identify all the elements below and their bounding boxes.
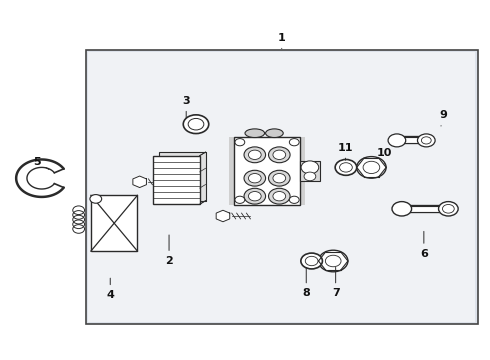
Circle shape — [244, 147, 266, 163]
Bar — [86, 50, 478, 324]
Circle shape — [301, 253, 322, 269]
Circle shape — [325, 255, 341, 267]
Circle shape — [357, 157, 386, 178]
Bar — [300, 161, 320, 181]
Text: 11: 11 — [338, 143, 353, 160]
Circle shape — [235, 196, 245, 203]
Circle shape — [248, 192, 261, 201]
Circle shape — [388, 134, 406, 147]
Circle shape — [442, 204, 454, 213]
Text: 8: 8 — [302, 267, 310, 298]
Circle shape — [335, 159, 357, 175]
Circle shape — [269, 170, 290, 186]
Bar — [159, 152, 206, 201]
Circle shape — [290, 139, 299, 146]
Circle shape — [305, 256, 318, 266]
Circle shape — [290, 196, 299, 203]
Text: 9: 9 — [440, 110, 447, 126]
Bar — [234, 137, 300, 205]
Circle shape — [304, 172, 316, 181]
Bar — [153, 156, 200, 204]
Circle shape — [318, 250, 348, 272]
Circle shape — [269, 188, 290, 204]
Circle shape — [248, 150, 261, 159]
Circle shape — [301, 161, 319, 174]
Circle shape — [363, 161, 380, 174]
Ellipse shape — [245, 129, 265, 138]
Circle shape — [273, 150, 286, 159]
Polygon shape — [133, 176, 147, 188]
Circle shape — [269, 147, 290, 163]
Circle shape — [183, 115, 209, 134]
Text: 7: 7 — [332, 267, 340, 298]
Circle shape — [273, 174, 286, 183]
Ellipse shape — [266, 129, 283, 138]
Circle shape — [439, 202, 458, 216]
Bar — [91, 195, 137, 251]
Bar — [229, 137, 305, 205]
Text: 1: 1 — [278, 33, 286, 49]
Text: 4: 4 — [106, 278, 114, 300]
Text: 10: 10 — [377, 148, 392, 164]
Circle shape — [244, 188, 266, 204]
Text: 6: 6 — [420, 231, 428, 259]
Bar — [88, 52, 475, 322]
Circle shape — [273, 192, 286, 201]
Text: 3: 3 — [182, 96, 190, 118]
Circle shape — [235, 139, 245, 146]
Text: 5: 5 — [33, 157, 49, 170]
Circle shape — [248, 174, 261, 183]
Circle shape — [188, 118, 204, 130]
Polygon shape — [216, 210, 230, 222]
Circle shape — [244, 170, 266, 186]
Circle shape — [421, 137, 431, 144]
Circle shape — [340, 163, 352, 172]
Circle shape — [392, 202, 412, 216]
Circle shape — [417, 134, 435, 147]
Circle shape — [90, 195, 102, 203]
Text: 2: 2 — [165, 235, 173, 266]
